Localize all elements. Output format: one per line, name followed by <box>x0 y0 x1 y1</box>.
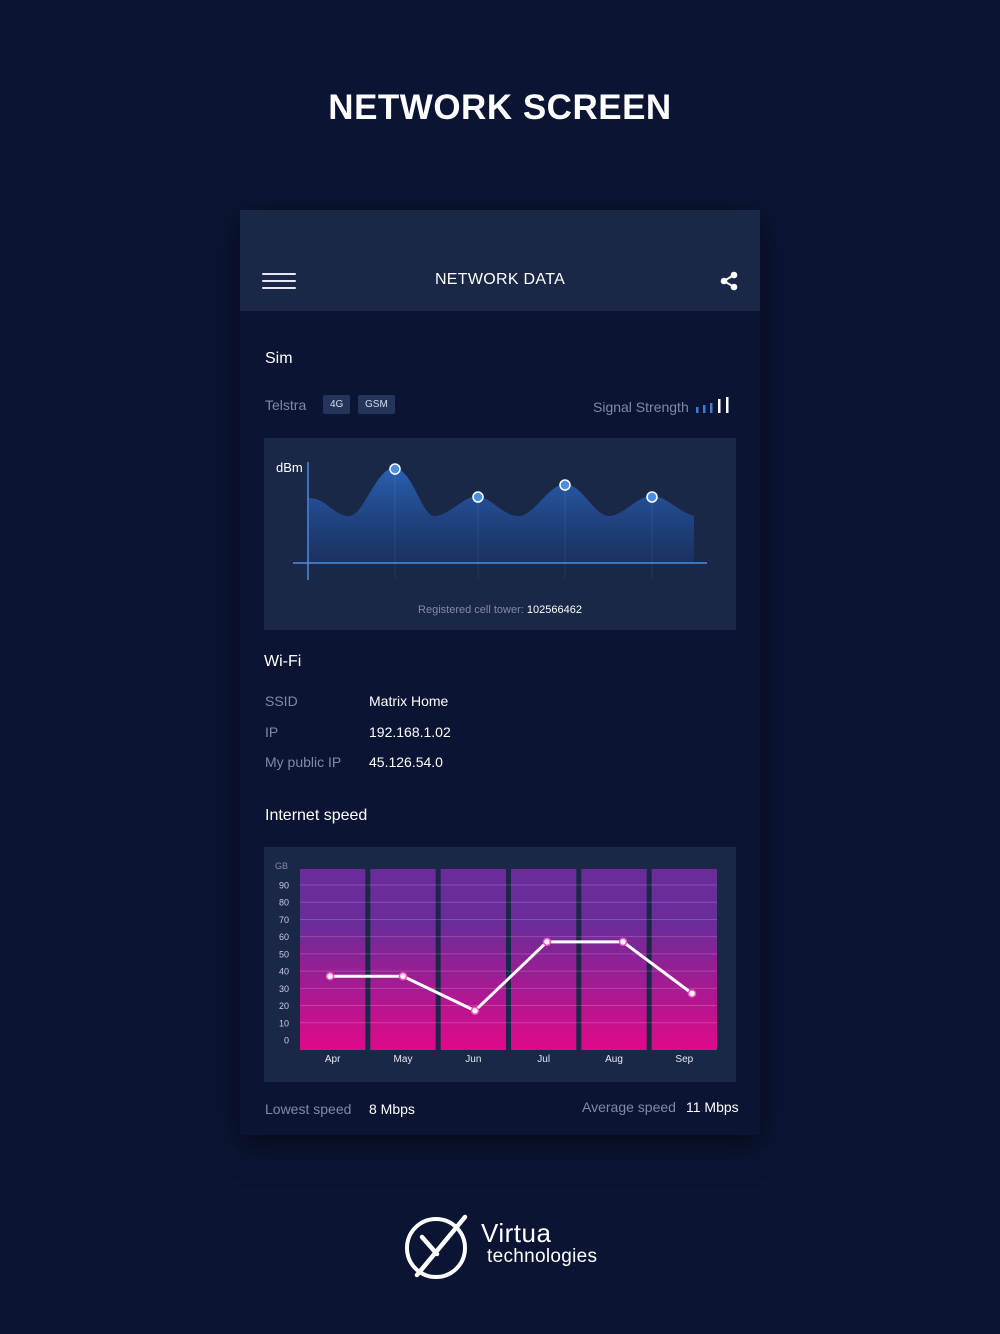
lowest-speed-label: Lowest speed <box>265 1101 352 1117</box>
wifi-section-title: Wi-Fi <box>264 653 302 670</box>
y-tick-label: 30 <box>279 984 289 994</box>
y-tick-label: 60 <box>279 932 289 942</box>
speed-point <box>542 937 552 947</box>
y-axis-label: GB <box>275 861 288 871</box>
y-tick-label: 50 <box>279 949 289 959</box>
signal-point <box>472 491 484 503</box>
tower-id: 102566462 <box>526 604 582 616</box>
speed-point <box>470 1006 480 1015</box>
y-tick-label: 70 <box>279 915 289 925</box>
sim-section-title: Sim <box>265 350 293 367</box>
internet-speed-title: Internet speed <box>265 807 368 824</box>
signal-strength-label: Signal Strength <box>593 399 689 415</box>
lowest-speed-value: 8 Mbps <box>369 1101 415 1117</box>
speed-bar <box>581 869 647 1050</box>
y-tick-label: 40 <box>279 967 289 977</box>
y-tick-label: 0 <box>284 1036 289 1046</box>
x-tick-label: Aug <box>605 1054 623 1065</box>
speed-line <box>330 940 693 1013</box>
public-ip-label: My public IP <box>265 754 342 770</box>
hamburger-menu-icon[interactable] <box>262 273 296 291</box>
tower-label: Registered cell tower: <box>418 604 524 616</box>
speed-point <box>325 972 335 981</box>
logo-tagline: technologies <box>487 1246 598 1267</box>
network-mode-badge: GSM <box>358 395 395 414</box>
x-tick-label: May <box>394 1054 413 1065</box>
y-tick-label: 10 <box>279 1018 289 1028</box>
network-type-badge: 4G <box>323 395 351 414</box>
ip-label: IP <box>265 724 279 740</box>
speed-point <box>398 972 408 981</box>
ssid-label: SSID <box>265 693 298 709</box>
speed-point <box>687 989 697 998</box>
share-icon[interactable] <box>718 270 740 292</box>
speed-bar <box>370 869 436 1050</box>
speed-bar <box>440 869 506 1050</box>
speed-point <box>618 937 628 947</box>
y-tick-label: 80 <box>279 898 289 908</box>
signal-area <box>309 468 694 563</box>
y-tick-label: 20 <box>279 1001 289 1011</box>
internet-speed-chart: 0 10 20 30 40 50 60 70 80 90 GB Apr May Jun Jul Aug Sep <box>264 847 736 1082</box>
page-title: NETWORK SCREEN <box>328 88 672 127</box>
signal-chart: dBm Registered cell tower: 102566462 <box>264 438 736 630</box>
logo-name: Virtua <box>481 1218 552 1248</box>
signal-point <box>559 479 571 491</box>
signal-bars-icon <box>696 397 729 413</box>
x-tick-label: Jul <box>537 1054 550 1065</box>
public-ip-value: 45.126.54.0 <box>369 754 443 770</box>
y-tick-label: 90 <box>279 881 289 891</box>
ssid-value: Matrix Home <box>369 693 449 709</box>
registered-cell-tower: Registered cell tower: 102566462 <box>264 604 736 616</box>
signal-chart-y-label: dBm <box>276 460 303 475</box>
signal-point <box>389 463 401 475</box>
app-bar: NETWORK DATA <box>240 210 760 311</box>
x-tick-label: Apr <box>325 1054 341 1065</box>
x-tick-label: Jun <box>465 1054 481 1065</box>
speed-chart-plot: 0 10 20 30 40 50 60 70 80 90 GB Apr May Jun Jul Aug Sep <box>275 861 717 1065</box>
signal-point <box>646 491 658 503</box>
phone-screen: NETWORK DATA Sim Telstra 4G GSM Signal S… <box>240 210 760 1135</box>
sim-carrier: Telstra <box>265 397 307 413</box>
x-tick-label: Sep <box>675 1054 693 1065</box>
average-speed-label: Average speed <box>582 1099 676 1115</box>
signal-chart-plot <box>293 462 707 580</box>
app-bar-title: NETWORK DATA <box>434 271 566 288</box>
virtua-logo-icon <box>405 1214 468 1279</box>
speed-bar <box>300 869 366 1050</box>
ip-value: 192.168.1.02 <box>369 724 451 740</box>
speed-bar <box>651 869 717 1050</box>
average-speed-value: 11 Mbps <box>686 1099 739 1115</box>
speed-bar <box>511 869 577 1050</box>
